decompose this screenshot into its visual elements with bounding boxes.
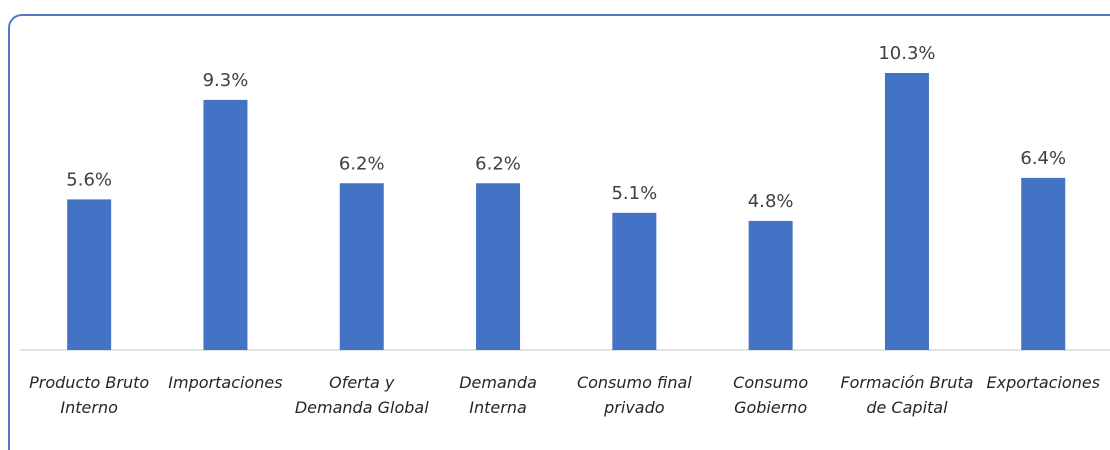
data-label: 5.1%	[611, 183, 657, 204]
x-tick-label: Demanda Interna	[459, 373, 537, 417]
data-label: 5.6%	[66, 169, 112, 190]
x-tick-label: Formación Bruta de Capital	[840, 373, 974, 417]
data-label: 6.2%	[475, 153, 521, 174]
x-tick-label: Importaciones	[168, 373, 283, 392]
chart-frame	[8, 14, 1110, 450]
bar	[748, 220, 793, 350]
x-tick-label: Oferta y Demanda Global	[294, 373, 429, 417]
x-tick-label: Consumo Gobierno	[733, 373, 809, 417]
bar	[612, 212, 657, 350]
x-tick-label: Exportaciones	[986, 373, 1101, 392]
bar	[67, 199, 112, 350]
bar	[1021, 177, 1066, 350]
bar	[476, 183, 521, 350]
x-tick-label: Producto Bruto Interno	[29, 373, 150, 417]
data-label: 10.3%	[878, 43, 935, 64]
x-tick-label: Consumo final privado	[576, 373, 692, 417]
bar	[203, 99, 248, 350]
bar	[884, 73, 929, 350]
data-label: 9.3%	[203, 70, 249, 91]
data-label: 4.8%	[748, 191, 794, 212]
bar	[339, 183, 384, 350]
data-label: 6.2%	[339, 153, 385, 174]
data-label: 6.4%	[1020, 148, 1066, 169]
